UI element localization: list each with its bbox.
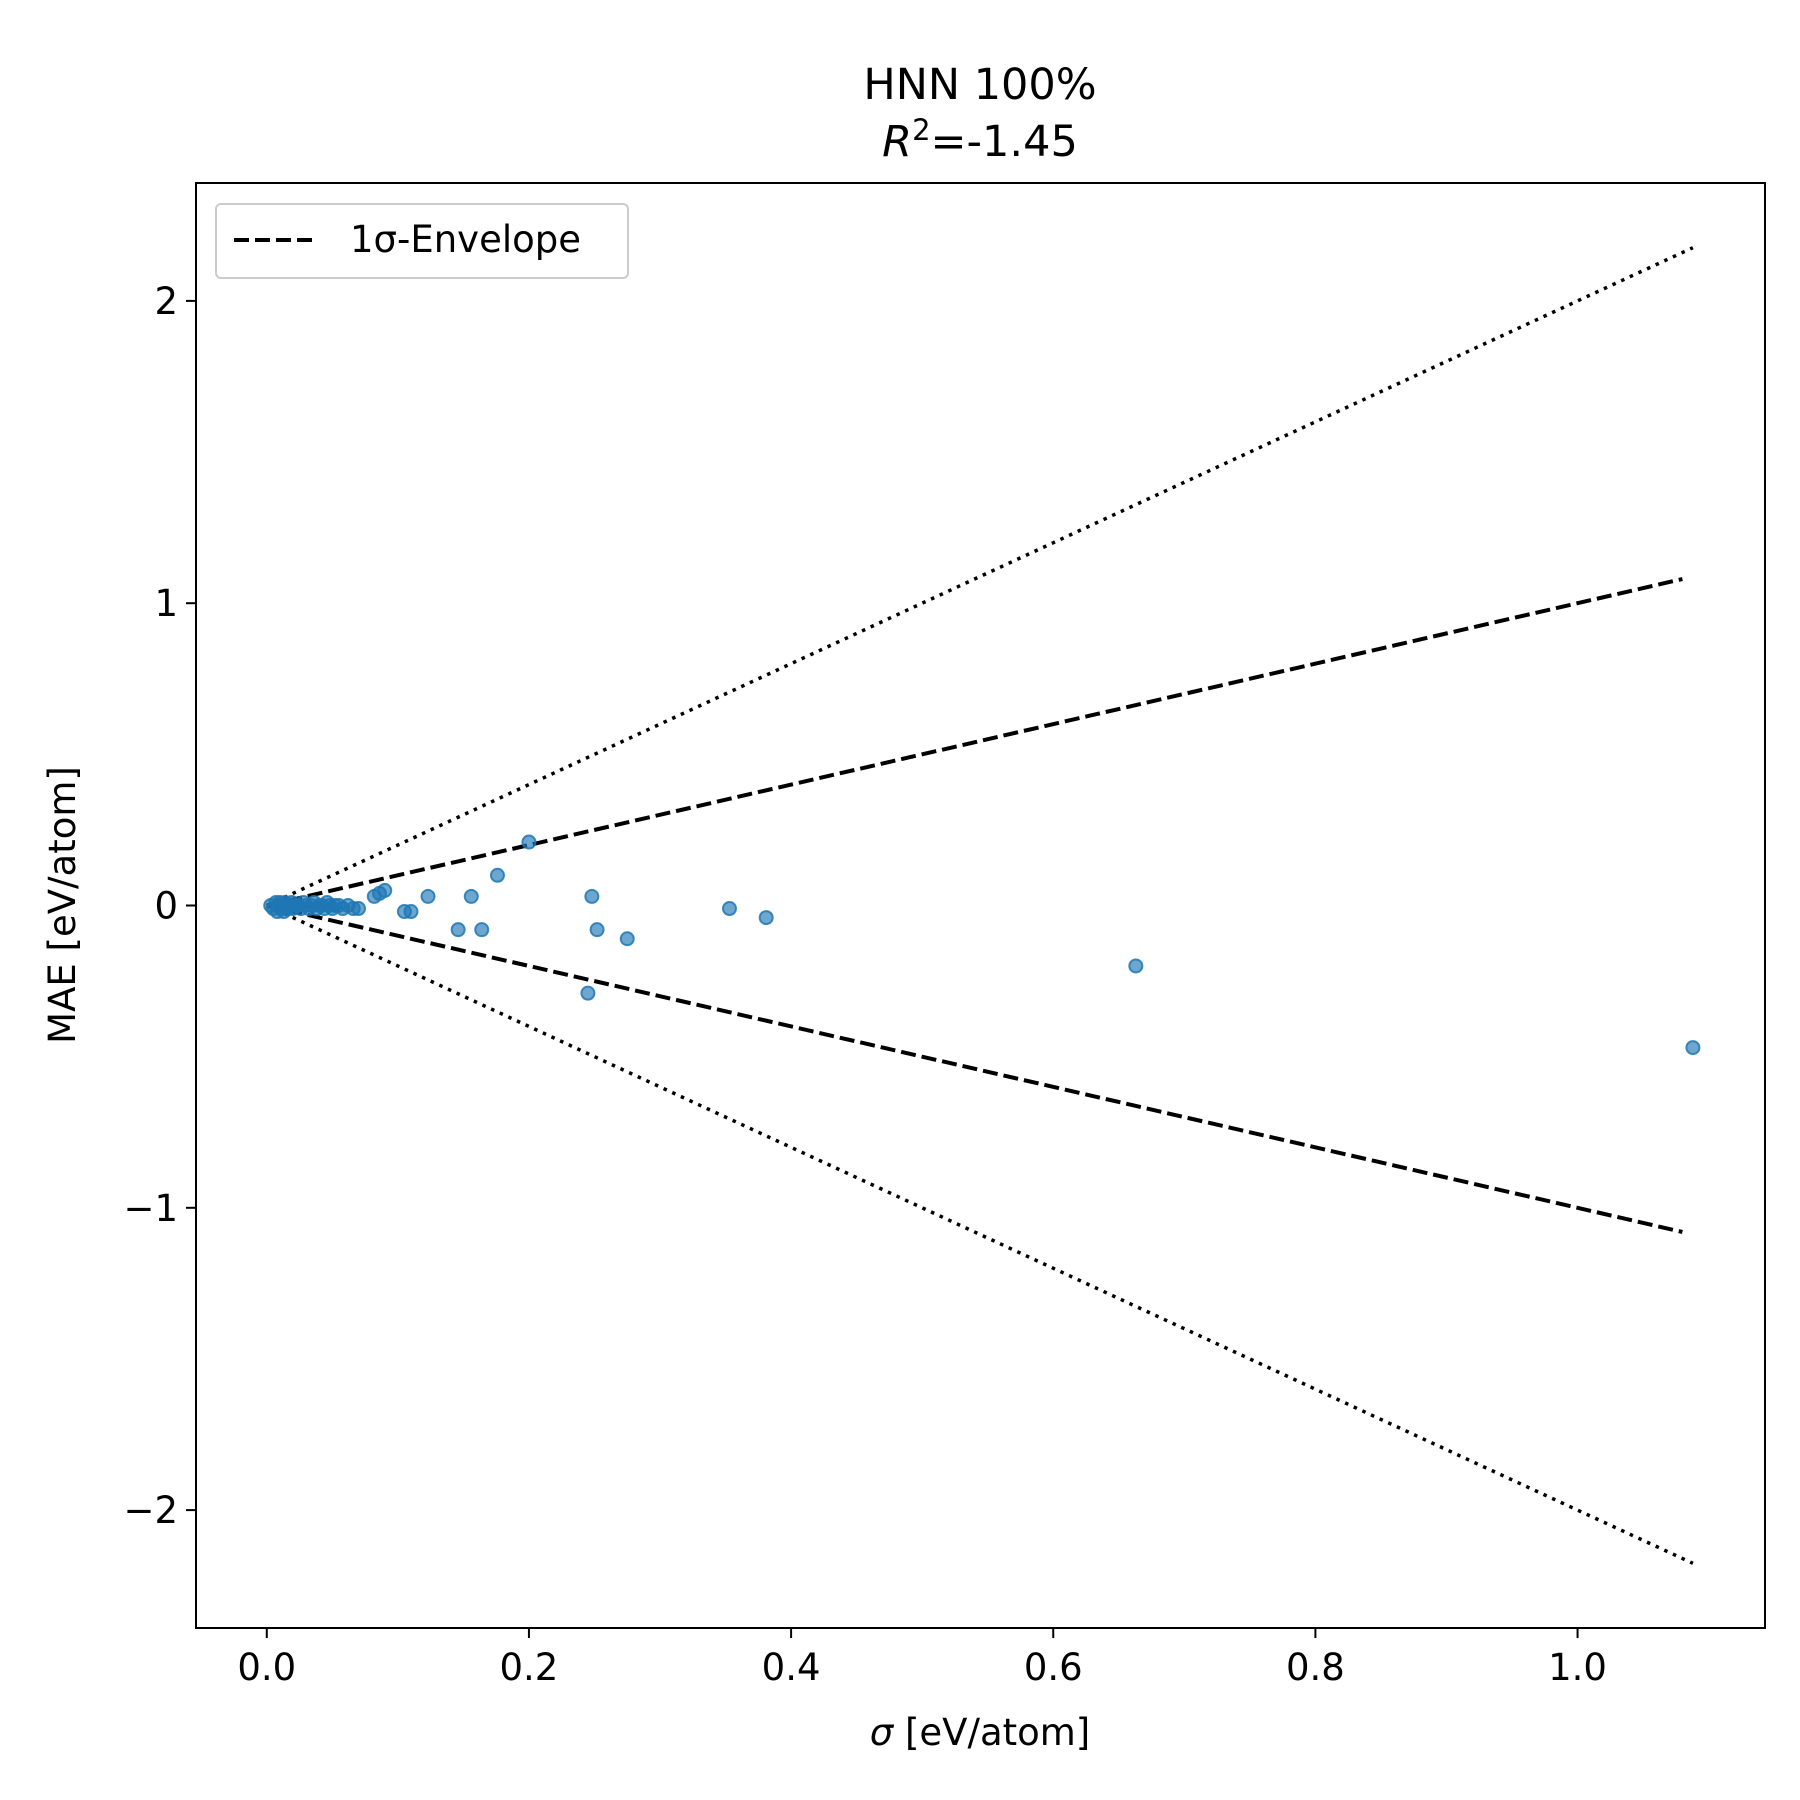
chart-subtitle-r2: R2=-1.45 xyxy=(882,113,1078,167)
envelope-1sigma-lower xyxy=(266,903,1683,1234)
x-tick-label: 0.0 xyxy=(237,1646,296,1689)
x-tick-label: 0.8 xyxy=(1286,1646,1345,1689)
legend-entry-envelope: 1σ-Envelope xyxy=(350,218,581,261)
r2-value: =-1.45 xyxy=(931,117,1078,167)
x-tick-label: 1.0 xyxy=(1548,1646,1607,1689)
y-tick-label: −1 xyxy=(123,1187,178,1230)
data-point xyxy=(463,888,479,904)
legend: 1σ-Envelope xyxy=(215,203,629,279)
y-axis-ticks: −2 −1 0 1 2 xyxy=(123,280,196,1532)
envelope-1sigma-upper xyxy=(266,577,1683,908)
data-point xyxy=(450,922,466,938)
legend-box xyxy=(215,203,629,279)
data-point xyxy=(580,985,596,1001)
x-tick-label: 0.4 xyxy=(762,1646,821,1689)
data-point xyxy=(377,882,393,898)
r2-symbol: R xyxy=(882,117,912,167)
x-axis-ticks: 0.0 0.2 0.4 0.6 0.8 1.0 xyxy=(237,1628,1607,1689)
data-point xyxy=(584,888,600,904)
data-point xyxy=(521,834,537,850)
data-point xyxy=(1128,958,1144,974)
data-point xyxy=(489,867,505,883)
data-point xyxy=(721,901,737,917)
x-tick-label: 0.6 xyxy=(1024,1646,1083,1689)
y-tick-label: 0 xyxy=(154,885,178,928)
data-point xyxy=(619,931,635,947)
data-point xyxy=(351,901,367,917)
x-axis-label: σ [eV/atom] xyxy=(870,1711,1091,1754)
data-point xyxy=(758,910,774,926)
y-axis-label: MAE [eV/atom] xyxy=(41,766,84,1044)
y-tick-label: 1 xyxy=(154,582,178,625)
y-tick-label: −2 xyxy=(123,1489,178,1532)
data-point xyxy=(420,888,436,904)
x-tick-label: 0.2 xyxy=(500,1646,559,1689)
data-point xyxy=(403,904,419,920)
chart-title: HNN 100% xyxy=(863,60,1096,110)
y-tick-label: 2 xyxy=(154,280,178,323)
data-point xyxy=(1685,1040,1701,1056)
plot-area xyxy=(263,246,1701,1565)
data-point xyxy=(589,922,605,938)
data-point xyxy=(474,922,490,938)
r2-exponent: 2 xyxy=(912,113,930,147)
